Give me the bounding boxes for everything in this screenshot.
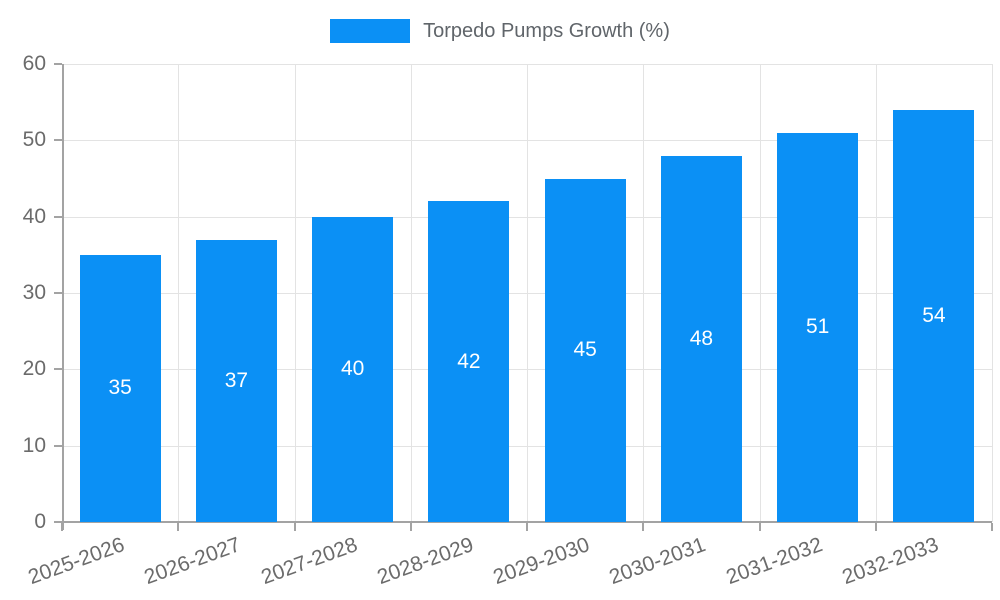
- y-axis-tick: [54, 139, 62, 142]
- bar-value-label: 54: [922, 303, 946, 327]
- y-axis-tick: [54, 368, 62, 371]
- legend-label: Torpedo Pumps Growth (%): [423, 20, 670, 42]
- gridline-vertical: [178, 64, 180, 522]
- x-axis-line: [62, 521, 992, 523]
- x-axis-tick-label: 2028-2029: [374, 533, 477, 590]
- y-axis-tick: [54, 444, 62, 447]
- bar-value-label: 35: [108, 376, 132, 400]
- y-axis-tick: [54, 292, 62, 294]
- y-axis-tick: [54, 63, 62, 65]
- y-axis-tick-label: 60: [22, 52, 46, 75]
- x-axis-tick: [874, 523, 877, 531]
- x-axis-tick: [642, 523, 645, 531]
- bar: 42: [428, 201, 510, 522]
- bar: 40: [312, 216, 394, 522]
- gridline-vertical: [527, 64, 528, 522]
- x-axis-tick: [409, 523, 412, 531]
- y-axis-line: [62, 64, 64, 530]
- plot-area: 0 10 20 30 40 50 60 2025-2026 2026-2027 2027-2028…: [23, 53, 993, 589]
- gridline-vertical: [294, 64, 296, 522]
- bar-value-label: 40: [340, 357, 365, 381]
- bar: 37: [195, 239, 277, 522]
- x-axis-tick: [991, 523, 993, 531]
- x-axis-tick-label: 2025-2026: [25, 533, 128, 590]
- x-axis-tick: [758, 523, 761, 531]
- gridline-vertical: [410, 64, 412, 522]
- x-axis-tick-label: 2029-2030: [490, 533, 593, 590]
- x-axis-tick-label: 2031-2032: [722, 533, 826, 590]
- legend-swatch: [330, 19, 411, 43]
- bar-value-label: 51: [805, 315, 830, 339]
- x-axis-tick-label: 2032-2033: [839, 533, 942, 590]
- bar: 54: [893, 109, 975, 522]
- bar-value-label: 48: [689, 326, 714, 350]
- x-axis-tick-label: 2027-2028: [257, 533, 361, 590]
- bar-value-label: 37: [224, 368, 249, 392]
- legend[interactable]: Torpedo Pumps Growth (%): [0, 19, 1000, 43]
- y-axis-tick-label: 0: [34, 510, 46, 533]
- bar: 35: [79, 254, 161, 522]
- y-axis-tick-label: 10: [22, 433, 46, 457]
- y-axis-tick: [54, 215, 62, 218]
- gridline-vertical: [759, 64, 761, 522]
- y-axis-tick-label: 30: [22, 281, 46, 304]
- gridline-vertical: [643, 64, 645, 522]
- x-axis-tick: [293, 523, 296, 531]
- x-axis-tick: [177, 523, 180, 531]
- bar-value-label: 42: [457, 349, 481, 373]
- y-axis-tick-label: 40: [22, 204, 46, 228]
- bar-value-label: 45: [573, 338, 597, 362]
- bar: 48: [660, 155, 742, 522]
- x-axis-tick-label: 2026-2027: [141, 533, 244, 590]
- x-axis-tick: [526, 523, 528, 531]
- gridline-vertical: [992, 64, 993, 522]
- bar: 45: [544, 178, 626, 522]
- gridline-vertical: [875, 64, 877, 522]
- y-axis-tick-label: 50: [22, 128, 46, 152]
- y-axis-tick-label: 20: [22, 357, 46, 381]
- y-axis-tick: [54, 521, 62, 523]
- x-axis-tick-label: 2030-2031: [606, 533, 709, 590]
- bar: 51: [777, 132, 859, 522]
